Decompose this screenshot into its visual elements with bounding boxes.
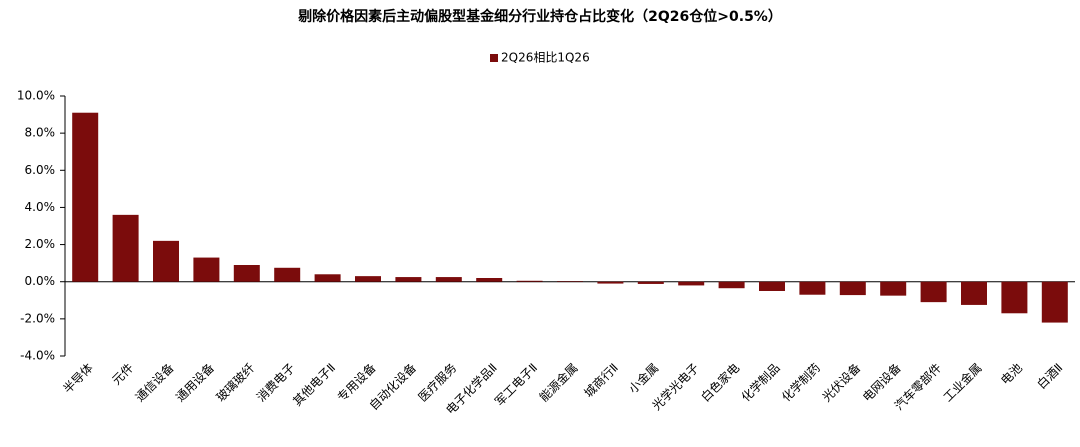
x-tick-label: 玻璃玻纤 — [214, 361, 258, 405]
x-tick-label: 化学制品 — [738, 360, 783, 405]
x-tick-label: 光伏设备 — [820, 361, 864, 405]
bar — [799, 281, 826, 295]
x-tick-label: 化学制药 — [778, 360, 823, 405]
bar — [112, 214, 139, 282]
x-tick-label: 电池 — [998, 361, 1025, 388]
y-tick-label: -4.0% — [20, 349, 55, 363]
y-tick-label: 0.0% — [25, 274, 56, 288]
bar — [637, 281, 664, 284]
bar — [597, 281, 624, 284]
chart-title: 剔除价格因素后主动偏股型基金细分行业持仓占比变化（2Q26仓位>0.5%） — [297, 8, 782, 25]
bar — [718, 281, 745, 289]
y-tick-label: 6.0% — [25, 163, 56, 177]
x-tick-label: 通信设备 — [133, 361, 177, 405]
x-tick-label: 元件 — [109, 361, 136, 388]
bar — [435, 277, 462, 282]
y-tick-label: -2.0% — [20, 311, 55, 325]
x-tick-label: 白酒Ⅱ — [1034, 360, 1066, 392]
bar — [233, 265, 260, 282]
bar — [153, 240, 179, 282]
bar — [961, 281, 987, 305]
bar — [72, 112, 99, 282]
bar — [274, 267, 301, 282]
x-tick-label: 军工电子Ⅱ — [492, 361, 540, 409]
x-tick-label: 小金属 — [625, 360, 661, 396]
y-tick-label: 2.0% — [25, 237, 56, 251]
bar — [839, 281, 866, 296]
bar — [920, 281, 947, 303]
bar — [880, 281, 907, 296]
bar — [557, 281, 583, 282]
x-tick-label: 半导体 — [60, 361, 95, 396]
legend-label: 2Q26相比1Q26 — [501, 51, 590, 65]
bar — [678, 281, 705, 286]
x-tick-label: 工业金属 — [940, 360, 985, 405]
x-tick-label: 其他电子Ⅱ — [290, 361, 338, 409]
bar — [314, 274, 341, 282]
bar — [193, 257, 220, 282]
bar — [476, 278, 503, 282]
x-tick-label: 通用设备 — [173, 361, 217, 405]
bar — [395, 277, 422, 282]
legend-swatch — [490, 54, 498, 62]
bar — [516, 280, 543, 282]
bar — [1001, 281, 1028, 314]
bar — [1041, 281, 1068, 323]
x-tick-label: 城商行Ⅱ — [581, 360, 621, 400]
bar — [355, 276, 381, 282]
bar — [759, 281, 785, 291]
x-tick-label: 白色家电 — [698, 360, 743, 405]
x-tick-label: 能源金属 — [536, 360, 581, 405]
y-tick-label: 8.0% — [25, 126, 56, 140]
y-tick-label: 10.0% — [17, 89, 55, 103]
y-tick-label: 4.0% — [25, 200, 56, 214]
